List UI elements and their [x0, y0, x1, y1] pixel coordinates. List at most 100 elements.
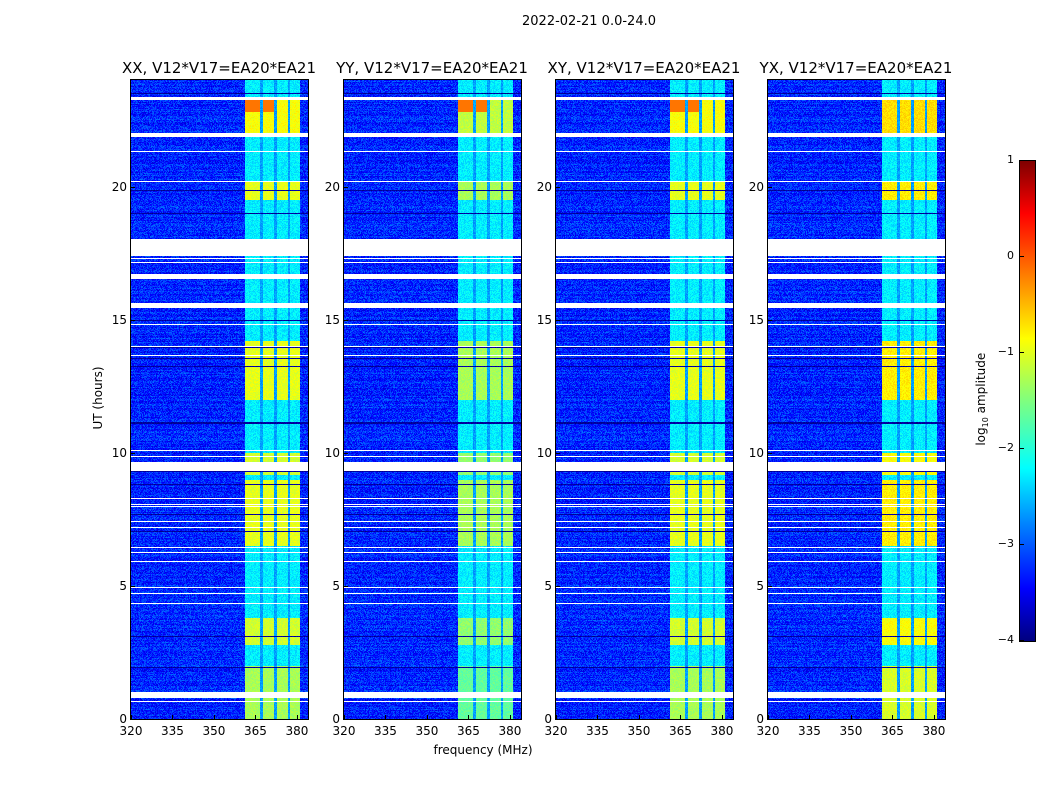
x-tick-label: 335 [161, 724, 184, 738]
x-tick-label: 350 [415, 724, 439, 738]
x-tick-label: 380 [710, 724, 734, 738]
x-tick-mark [721, 715, 723, 719]
colorbar-tick-mark [1020, 640, 1024, 641]
y-tick-label: 5 [756, 578, 764, 593]
x-axis-label: frequency (MHz) [433, 743, 533, 757]
y-tick-label: 5 [544, 578, 552, 593]
x-tick-mark [255, 715, 257, 719]
spectrogram-panel [555, 79, 734, 720]
y-tick-mark [556, 585, 560, 587]
y-tick-label: 20 [111, 179, 127, 194]
y-tick-label: 20 [748, 179, 764, 194]
panel-title: YX, V12*V17=EA20*EA21 [759, 59, 953, 77]
y-tick-mark [768, 452, 772, 454]
colorbar-tick-label: −4 [997, 633, 1014, 646]
y-tick-mark [556, 186, 560, 188]
x-tick-mark [296, 715, 298, 719]
x-tick-label: 320 [119, 724, 143, 738]
colorbar-tick-mark [1020, 448, 1024, 449]
y-tick-mark [556, 452, 560, 454]
colorbar-tick-label: −1 [997, 345, 1014, 358]
x-tick-label: 335 [374, 724, 397, 738]
y-tick-label: 15 [748, 312, 764, 327]
panel-title: YY, V12*V17=EA20*EA21 [336, 59, 528, 77]
spectrogram-heatmap [768, 80, 945, 719]
y-tick-label: 15 [324, 312, 340, 327]
colorbar-tick-mark [1020, 160, 1024, 161]
x-tick-label: 365 [457, 724, 480, 738]
x-tick-mark [556, 715, 557, 719]
x-tick-mark [172, 715, 174, 719]
x-tick-label: 380 [285, 724, 309, 738]
colorbar-label: log10 amplitude [974, 339, 990, 459]
x-tick-mark [509, 715, 511, 719]
y-tick-label: 10 [324, 445, 340, 460]
colorbar-tick-label: −2 [997, 441, 1014, 454]
y-tick-mark [768, 719, 772, 720]
colorbar-tick-mark [1020, 544, 1024, 545]
y-tick-mark [556, 719, 560, 720]
x-tick-label: 350 [839, 724, 863, 738]
x-tick-label: 320 [544, 724, 568, 738]
y-tick-mark [131, 186, 135, 188]
colorbar-label-text: amplitude [973, 352, 988, 418]
x-tick-mark [638, 715, 640, 719]
y-tick-mark [131, 719, 135, 720]
x-tick-label: 380 [498, 724, 522, 738]
y-tick-mark [344, 585, 348, 587]
colorbar-tick-label: 1 [1007, 153, 1014, 166]
y-tick-label: 5 [332, 578, 340, 593]
x-tick-mark [597, 715, 599, 719]
colorbar [1019, 160, 1036, 642]
x-tick-label: 350 [202, 724, 226, 738]
y-tick-label: 10 [536, 445, 552, 460]
y-tick-mark [131, 319, 135, 321]
x-tick-label: 365 [881, 724, 904, 738]
colorbar-tick-mark [1020, 352, 1024, 353]
x-tick-mark [933, 715, 935, 719]
x-tick-label: 320 [332, 724, 356, 738]
x-tick-mark [850, 715, 852, 719]
x-tick-label: 335 [586, 724, 609, 738]
y-tick-label: 0 [332, 712, 340, 726]
colorbar-label-log: log [973, 427, 988, 446]
x-tick-mark [385, 715, 387, 719]
spectrogram-panel [130, 79, 309, 720]
y-tick-mark [768, 186, 772, 188]
x-tick-label: 380 [922, 724, 946, 738]
y-tick-mark [556, 319, 560, 321]
x-tick-mark [680, 715, 682, 719]
y-tick-label: 10 [748, 445, 764, 460]
colorbar-tick-mark [1020, 256, 1024, 257]
x-tick-mark [809, 715, 811, 719]
spectrogram-panel [767, 79, 946, 720]
y-tick-label: 10 [111, 445, 127, 460]
x-tick-mark [131, 715, 132, 719]
x-tick-mark [768, 715, 769, 719]
colorbar-tick-label: 0 [1007, 249, 1014, 262]
x-tick-label: 350 [627, 724, 651, 738]
spectrogram-panel [343, 79, 522, 720]
y-tick-mark [344, 319, 348, 321]
y-tick-label: 5 [119, 578, 127, 593]
y-tick-mark [768, 319, 772, 321]
y-tick-mark [131, 452, 135, 454]
x-tick-label: 365 [244, 724, 267, 738]
panel-title: XY, V12*V17=EA20*EA21 [547, 59, 741, 77]
y-tick-label: 0 [756, 712, 764, 726]
y-tick-mark [131, 585, 135, 587]
x-tick-mark [426, 715, 428, 719]
y-tick-label: 20 [324, 179, 340, 194]
y-tick-mark [344, 719, 348, 720]
y-tick-mark [344, 452, 348, 454]
x-tick-label: 365 [669, 724, 692, 738]
spectrogram-heatmap [556, 80, 733, 719]
y-tick-label: 0 [119, 712, 127, 726]
spectrogram-heatmap [131, 80, 308, 719]
y-axis-label: UT (hours) [91, 366, 105, 430]
x-tick-label: 320 [756, 724, 780, 738]
y-tick-label: 15 [111, 312, 127, 327]
y-tick-mark [344, 186, 348, 188]
y-tick-label: 0 [544, 712, 552, 726]
x-tick-label: 335 [798, 724, 821, 738]
